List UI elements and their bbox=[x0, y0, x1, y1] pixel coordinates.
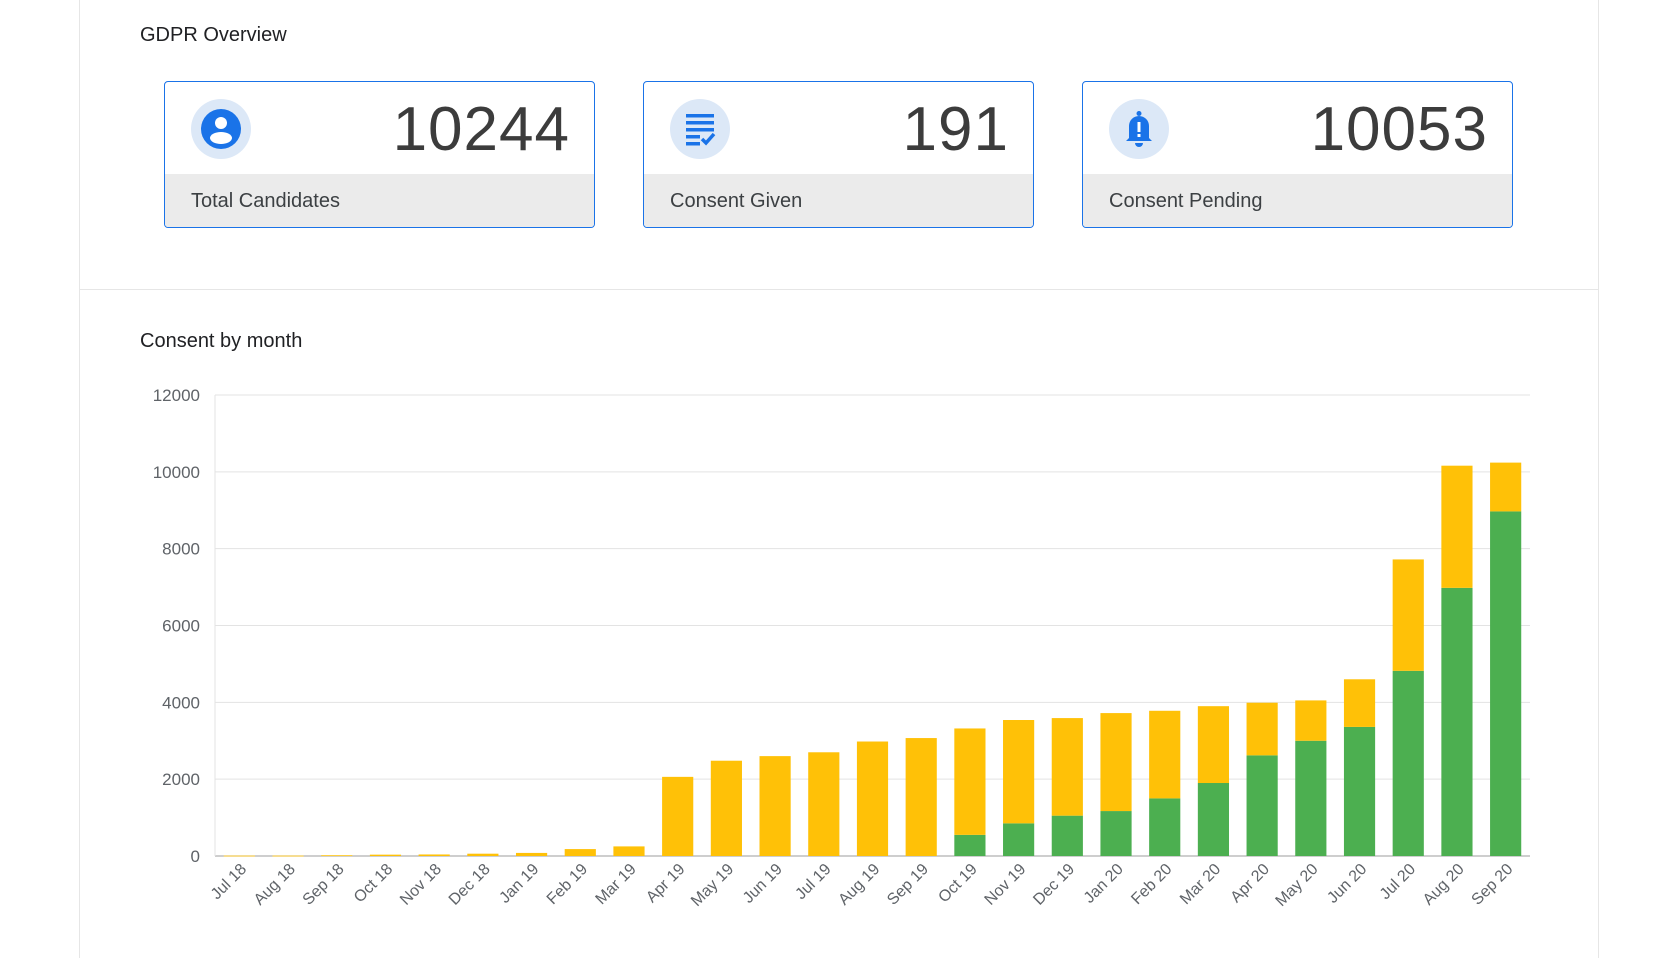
bar-pending-may-19 bbox=[710, 760, 742, 856]
bar-given-apr-20 bbox=[1246, 755, 1278, 856]
bar-pending-apr-20 bbox=[1246, 702, 1278, 756]
bar-given-aug-20 bbox=[1441, 587, 1473, 856]
x-tick-label: May 20 bbox=[1273, 861, 1322, 910]
y-tick-label: 8000 bbox=[162, 540, 200, 559]
y-tick-label: 0 bbox=[191, 847, 200, 866]
bar-pending-nov-19 bbox=[1003, 720, 1035, 824]
bar-pending-jul-20 bbox=[1392, 559, 1424, 671]
chart-title: Consent by month bbox=[140, 330, 303, 352]
consent-pending-card[interactable]: 10053 Consent Pending bbox=[1082, 81, 1513, 228]
bar-pending-jun-19 bbox=[759, 756, 791, 856]
x-tick-label: Jul 19 bbox=[792, 861, 834, 903]
consent-given-label: Consent Given bbox=[670, 190, 803, 212]
x-tick-label: Jul 18 bbox=[208, 861, 250, 903]
bar-pending-sep-20 bbox=[1490, 462, 1522, 512]
bar-pending-sep-19 bbox=[905, 738, 937, 856]
bar-pending-feb-20 bbox=[1149, 710, 1181, 799]
bar-given-may-20 bbox=[1295, 740, 1327, 856]
bar-given-sep-20 bbox=[1490, 511, 1522, 856]
bar-pending-aug-19 bbox=[856, 741, 889, 856]
bar-pending-aug-18 bbox=[272, 855, 304, 857]
consent-pending-label: Consent Pending bbox=[1109, 190, 1263, 212]
person-icon bbox=[191, 99, 251, 159]
x-tick-label: Feb 20 bbox=[1128, 861, 1175, 908]
x-tick-label: Jan 20 bbox=[1081, 861, 1127, 907]
bar-given-nov-19 bbox=[1003, 823, 1035, 856]
x-tick-label: Aug 18 bbox=[251, 861, 299, 909]
consent-given-card[interactable]: 191 Consent Given bbox=[643, 81, 1034, 228]
checklist-icon bbox=[670, 99, 730, 159]
bar-pending-may-20 bbox=[1295, 700, 1327, 741]
x-tick-label: Sep 18 bbox=[300, 861, 348, 909]
bell-icon bbox=[1109, 99, 1169, 159]
bar-given-jan-20 bbox=[1100, 811, 1132, 856]
bar-pending-jun-20 bbox=[1343, 679, 1376, 727]
x-tick-label: Feb 19 bbox=[544, 861, 591, 908]
bar-pending-jul-18 bbox=[223, 855, 255, 857]
x-tick-label: Apr 19 bbox=[643, 861, 688, 906]
total-candidates-label: Total Candidates bbox=[191, 190, 340, 212]
x-tick-label: Jul 20 bbox=[1377, 861, 1419, 903]
bar-pending-dec-18 bbox=[467, 853, 499, 856]
bar-pending-feb-19 bbox=[564, 849, 596, 856]
bar-pending-apr-19 bbox=[662, 776, 694, 856]
x-tick-label: Apr 20 bbox=[1228, 861, 1273, 906]
x-tick-label: Jan 19 bbox=[496, 861, 542, 907]
y-tick-label: 6000 bbox=[162, 617, 200, 636]
x-tick-label: Jun 19 bbox=[740, 861, 786, 907]
x-tick-label: Sep 19 bbox=[884, 861, 932, 909]
bar-given-oct-19 bbox=[954, 834, 986, 856]
bar-pending-jan-19 bbox=[515, 852, 548, 856]
consent-pending-value: 10053 bbox=[1310, 95, 1488, 164]
x-tick-label: Sep 20 bbox=[1469, 861, 1517, 909]
x-tick-label: Aug 19 bbox=[835, 861, 883, 909]
bar-pending-sep-18 bbox=[321, 855, 353, 857]
x-tick-label: Aug 20 bbox=[1420, 861, 1468, 909]
bar-given-feb-20 bbox=[1149, 798, 1181, 856]
x-tick-label: Dec 19 bbox=[1030, 861, 1078, 909]
bar-given-jun-20 bbox=[1343, 726, 1376, 856]
y-tick-label: 4000 bbox=[162, 693, 200, 712]
bar-given-dec-19 bbox=[1051, 815, 1083, 856]
bar-pending-oct-19 bbox=[954, 728, 986, 835]
y-tick-label: 12000 bbox=[153, 386, 200, 405]
x-tick-label: Oct 18 bbox=[351, 861, 396, 906]
x-tick-label: Nov 18 bbox=[397, 861, 445, 909]
bar-pending-oct-18 bbox=[369, 854, 402, 856]
bar-pending-aug-20 bbox=[1441, 465, 1473, 588]
bar-given-jul-20 bbox=[1392, 670, 1424, 856]
x-tick-label: Mar 20 bbox=[1177, 861, 1224, 908]
bar-pending-jan-20 bbox=[1100, 713, 1132, 812]
total-candidates-value: 10244 bbox=[392, 95, 570, 164]
bar-pending-jul-19 bbox=[808, 752, 840, 856]
y-tick-label: 10000 bbox=[153, 463, 200, 482]
gdpr-overview-title: GDPR Overview bbox=[140, 24, 287, 46]
bar-pending-mar-20 bbox=[1197, 706, 1230, 784]
bar-pending-mar-19 bbox=[613, 846, 645, 856]
bar-pending-nov-18 bbox=[418, 854, 450, 856]
consent-given-value: 191 bbox=[902, 95, 1009, 164]
x-tick-label: Dec 18 bbox=[446, 861, 494, 909]
section-divider bbox=[79, 289, 1599, 290]
x-tick-label: Oct 19 bbox=[935, 861, 980, 906]
x-tick-label: Mar 19 bbox=[593, 861, 640, 908]
x-tick-label: Nov 19 bbox=[982, 861, 1030, 909]
x-tick-label: Jun 20 bbox=[1324, 861, 1370, 907]
bar-given-mar-20 bbox=[1197, 783, 1230, 856]
bar-pending-dec-19 bbox=[1051, 718, 1083, 816]
y-tick-label: 2000 bbox=[162, 770, 200, 789]
x-tick-label: May 19 bbox=[688, 861, 737, 910]
total-candidates-card[interactable]: 10244 Total Candidates bbox=[164, 81, 595, 228]
